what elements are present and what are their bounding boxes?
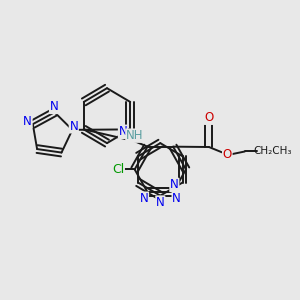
Text: N: N: [69, 120, 78, 133]
Text: NH: NH: [126, 129, 143, 142]
Text: N: N: [170, 178, 179, 191]
Text: N: N: [23, 115, 32, 128]
Text: CH₂CH₃: CH₂CH₃: [253, 146, 291, 156]
Text: N: N: [156, 196, 165, 209]
Text: N: N: [140, 192, 148, 205]
Text: O: O: [223, 148, 232, 161]
Text: N: N: [118, 125, 127, 138]
Text: N: N: [172, 192, 181, 205]
Text: O: O: [204, 111, 214, 124]
Text: Cl: Cl: [112, 163, 124, 176]
Text: N: N: [50, 100, 58, 113]
